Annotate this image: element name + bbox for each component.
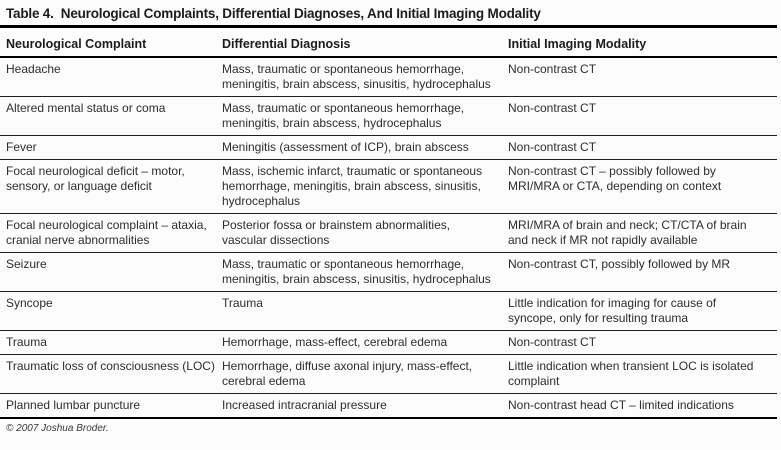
cell-complaint: Focal neurological complaint – ataxia, c…: [0, 213, 222, 253]
cell-imaging: Non-contrast head CT – limited indicatio…: [508, 393, 777, 419]
cell-complaint: Traumatic loss of consciousness (LOC): [0, 354, 222, 394]
cell-imaging: Non-contrast CT, possibly followed by MR: [508, 252, 777, 292]
cell-complaint: Trauma: [0, 330, 222, 355]
cell-imaging: Non-contrast CT: [508, 330, 777, 355]
col-header-initial-imaging-modality: Initial Imaging Modality: [508, 28, 777, 58]
table-row: Planned lumbar puncture Increased intrac…: [0, 393, 777, 419]
cell-diagnosis: Meningitis (assessment of ICP), brain ab…: [222, 135, 508, 160]
cell-diagnosis: Mass, traumatic or spontaneous hemorrhag…: [222, 252, 508, 292]
cell-complaint: Seizure: [0, 252, 222, 292]
table-row: Focal neurological complaint – ataxia, c…: [0, 213, 777, 253]
cell-complaint: Focal neurological deficit – motor, sens…: [0, 159, 222, 214]
col-header-differential-diagnosis: Differential Diagnosis: [222, 28, 508, 58]
table-row: Seizure Mass, traumatic or spontaneous h…: [0, 252, 777, 292]
cell-diagnosis: Mass, ischemic infarct, traumatic or spo…: [222, 159, 508, 214]
table-row: Traumatic loss of consciousness (LOC) He…: [0, 354, 777, 394]
cell-diagnosis: Mass, traumatic or spontaneous hemorrhag…: [222, 57, 508, 97]
cell-complaint: Syncope: [0, 291, 222, 331]
cell-imaging: Non-contrast CT – possibly followed by M…: [508, 159, 777, 214]
table-row: Altered mental status or coma Mass, trau…: [0, 96, 777, 136]
cell-imaging: Non-contrast CT: [508, 135, 777, 160]
cell-complaint: Planned lumbar puncture: [0, 393, 222, 419]
cell-diagnosis: Posterior fossa or brainstem abnormaliti…: [222, 213, 508, 253]
cell-diagnosis: Increased intracranial pressure: [222, 393, 508, 419]
cell-imaging: Little indication when transient LOC is …: [508, 354, 777, 394]
cell-imaging: MRI/MRA of brain and neck; CT/CTA of bra…: [508, 213, 777, 253]
table-row: Fever Meningitis (assessment of ICP), br…: [0, 135, 777, 160]
table-title: Table 4. Neurological Complaints, Differ…: [0, 3, 777, 28]
cell-complaint: Fever: [0, 135, 222, 160]
cell-complaint: Headache: [0, 57, 222, 97]
cell-diagnosis: Mass, traumatic or spontaneous hemorrhag…: [222, 96, 508, 136]
cell-imaging: Non-contrast CT: [508, 96, 777, 136]
table-row: Headache Mass, traumatic or spontaneous …: [0, 57, 777, 97]
col-header-neurological-complaint: Neurological Complaint: [0, 28, 222, 58]
neuro-imaging-table: Neurological Complaint Differential Diag…: [0, 28, 777, 419]
cell-diagnosis: Hemorrhage, diffuse axonal injury, mass-…: [222, 354, 508, 394]
copyright-note: © 2007 Joshua Broder.: [6, 423, 109, 434]
cell-imaging: Non-contrast CT: [508, 57, 777, 97]
cell-diagnosis: Hemorrhage, mass-effect, cerebral edema: [222, 330, 508, 355]
cell-complaint: Altered mental status or coma: [0, 96, 222, 136]
table-row: Focal neurological deficit – motor, sens…: [0, 159, 777, 214]
header-row: Neurological Complaint Differential Diag…: [0, 28, 777, 58]
cell-diagnosis: Trauma: [222, 291, 508, 331]
table-row: Trauma Hemorrhage, mass-effect, cerebral…: [0, 330, 777, 355]
table-row: Syncope Trauma Little indication for ima…: [0, 291, 777, 331]
cell-imaging: Little indication for imaging for cause …: [508, 291, 777, 331]
